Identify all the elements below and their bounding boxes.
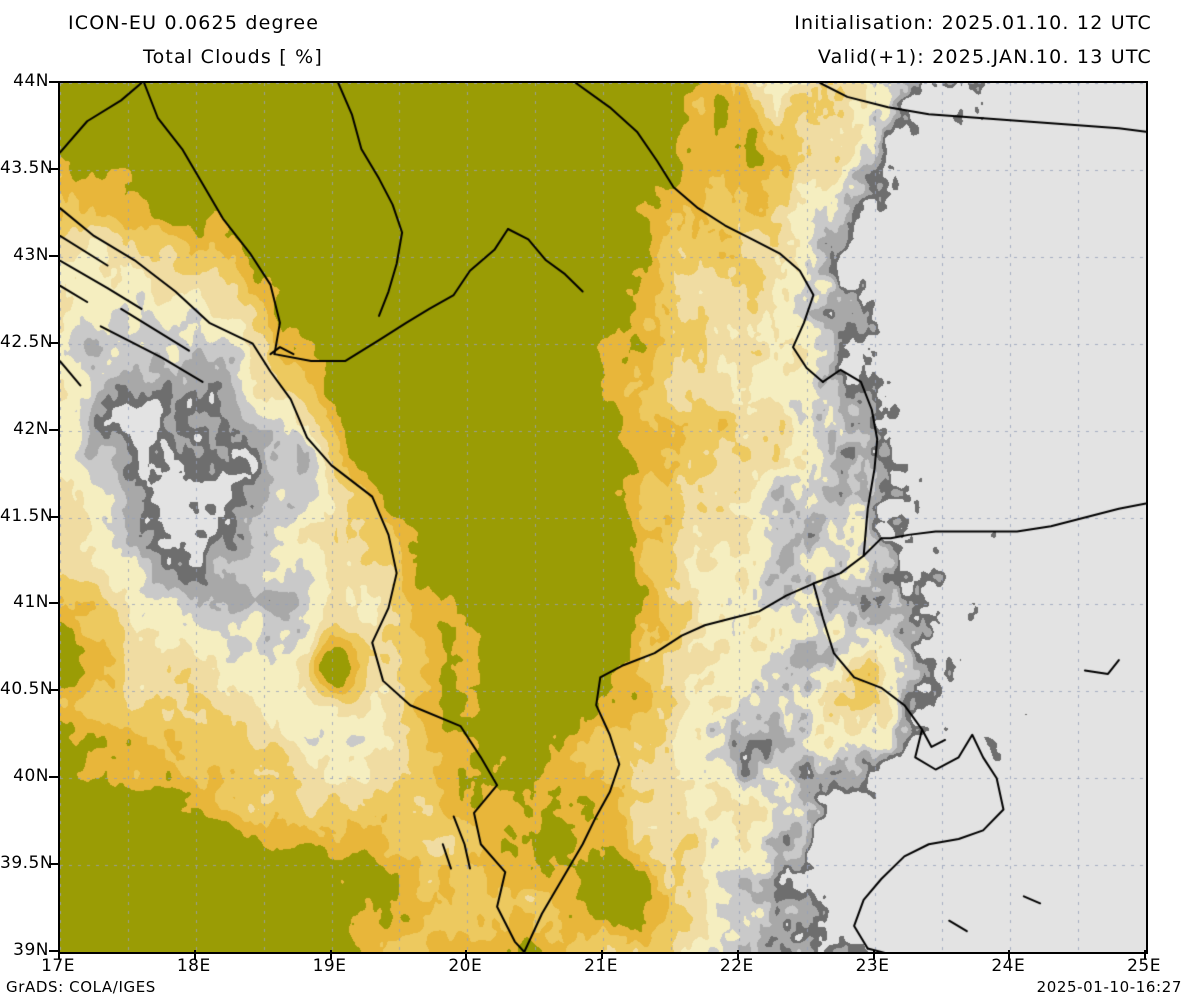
y-axis-tick-mark bbox=[49, 776, 58, 779]
initialisation-label: Initialisation: 2025.01.10. 12 UTC bbox=[794, 12, 1152, 34]
y-axis-tick-mark bbox=[49, 689, 58, 692]
y-axis-tick-label: 43N bbox=[13, 244, 49, 265]
x-axis-tick-mark bbox=[1144, 950, 1146, 959]
y-axis-tick-label: 42.5N bbox=[0, 331, 54, 352]
y-axis-tick-label: 39N bbox=[13, 940, 49, 960]
x-axis-tick-label: 23E bbox=[855, 956, 890, 976]
y-axis-tick-label: 41N bbox=[13, 592, 49, 613]
x-axis-tick-mark bbox=[601, 950, 603, 959]
x-axis-tick-label: 24E bbox=[991, 956, 1026, 976]
x-axis-tick-mark bbox=[193, 950, 196, 959]
x-axis-tick-mark bbox=[872, 950, 875, 959]
y-axis-tick-mark bbox=[49, 428, 58, 431]
y-axis-tick-mark bbox=[49, 81, 58, 83]
x-axis-tick-label: 25E bbox=[1127, 956, 1161, 976]
y-axis-tick-mark bbox=[49, 254, 58, 257]
render-timestamp-label: 2025-01-10-16:27 bbox=[1036, 978, 1182, 996]
y-axis-tick-mark bbox=[49, 515, 58, 518]
cloud-cover-raster bbox=[60, 83, 1146, 952]
y-axis-tick-mark bbox=[49, 602, 58, 605]
x-axis-tick-mark bbox=[1008, 950, 1011, 959]
x-axis-tick-label: 19E bbox=[312, 956, 347, 976]
y-axis-tick-label: 44N bbox=[13, 71, 49, 91]
valid-time-label: Valid(+1): 2025.JAN.10. 13 UTC bbox=[817, 46, 1152, 68]
x-axis-tick-mark bbox=[329, 950, 332, 959]
x-axis-tick-label: 17E bbox=[41, 956, 75, 976]
model-name-label: ICON-EU 0.0625 degree bbox=[68, 12, 320, 34]
y-axis-tick-label: 40N bbox=[13, 766, 49, 787]
x-axis-tick-label: 18E bbox=[176, 956, 211, 976]
y-axis-tick-mark bbox=[49, 950, 58, 952]
x-axis-tick-label: 20E bbox=[448, 956, 483, 976]
x-axis-tick-mark bbox=[58, 950, 60, 959]
y-axis-tick-mark bbox=[49, 167, 58, 170]
x-axis-tick-mark bbox=[736, 950, 739, 959]
y-axis-tick-mark bbox=[49, 341, 58, 344]
x-axis-tick-label: 22E bbox=[719, 956, 754, 976]
y-axis-tick-label: 39.5N bbox=[0, 853, 54, 874]
y-axis-tick-label: 42N bbox=[13, 418, 49, 439]
y-axis-tick-label: 41.5N bbox=[0, 505, 54, 526]
x-axis-tick-label: 21E bbox=[584, 956, 618, 976]
field-name-label: Total Clouds [ %] bbox=[143, 46, 323, 68]
y-axis-tick-mark bbox=[49, 863, 58, 866]
x-axis-tick-mark bbox=[465, 950, 468, 959]
grads-credit-label: GrADS: COLA/IGES bbox=[6, 978, 156, 996]
y-axis-tick-label: 43.5N bbox=[0, 157, 54, 178]
map-plot-area bbox=[58, 81, 1148, 954]
y-axis-tick-label: 40.5N bbox=[0, 679, 54, 700]
